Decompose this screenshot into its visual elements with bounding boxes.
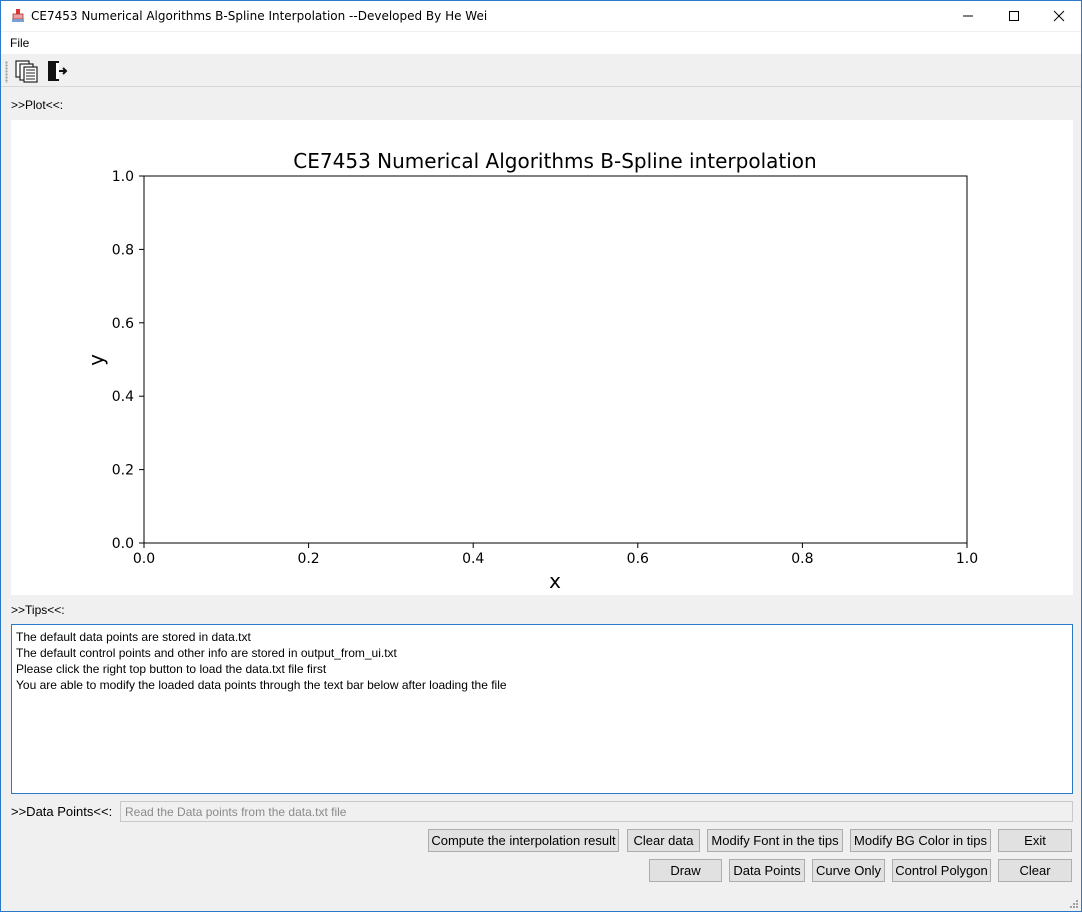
y-tick-label: 0.8: [112, 242, 134, 258]
menu-file[interactable]: File: [10, 36, 29, 50]
modify-font-button[interactable]: Modify Font in the tips: [707, 829, 843, 852]
tips-line: The default control points and other inf…: [16, 646, 397, 660]
y-tick-label: 0.6: [112, 316, 134, 332]
menu-bar: File: [1, 32, 1081, 54]
close-button[interactable]: [1036, 1, 1082, 31]
chart-title: CE7453 Numerical Algorithms B-Spline int…: [293, 149, 816, 173]
maximize-button[interactable]: [991, 1, 1037, 31]
plot-canvas[interactable]: CE7453 Numerical Algorithms B-Spline int…: [11, 120, 1073, 595]
x-tick-label: 0.6: [627, 551, 649, 567]
exit-toolbar-button[interactable]: [44, 58, 70, 84]
y-tick-label: 0.4: [112, 389, 134, 405]
minimize-icon: [963, 15, 973, 17]
modify-bg-color-button[interactable]: Modify BG Color in tips: [850, 829, 991, 852]
x-tick-label: 0.2: [297, 551, 319, 567]
chart: CE7453 Numerical Algorithms B-Spline int…: [84, 149, 978, 593]
toolbar: [1, 55, 1081, 87]
tips-textbox[interactable]: The default data points are stored in da…: [11, 624, 1073, 794]
x-tick-label: 0.4: [462, 551, 484, 567]
curve-only-button[interactable]: Curve Only: [812, 859, 885, 882]
exit-button[interactable]: Exit: [998, 829, 1072, 852]
draw-button[interactable]: Draw: [649, 859, 722, 882]
copy-files-icon: [15, 60, 38, 83]
tips-line: You are able to modify the loaded data p…: [16, 678, 507, 692]
y-tick-label: 0.0: [112, 536, 134, 552]
app-icon: [12, 9, 24, 23]
exit-door-icon: [48, 61, 68, 81]
close-icon: [1053, 10, 1065, 22]
tips-line: Please click the right top button to loa…: [16, 662, 327, 676]
y-tick-label: 1.0: [112, 169, 134, 185]
plot-label: >>Plot<<:: [11, 98, 64, 112]
menu-file-label: File: [10, 36, 30, 50]
y-tick-label: 0.2: [112, 463, 134, 479]
clear-button[interactable]: Clear: [998, 859, 1072, 882]
window-title: CE7453 Numerical Algorithms B-Spline Int…: [31, 9, 488, 23]
clear-data-button[interactable]: Clear data: [627, 829, 700, 852]
compute-button[interactable]: Compute the interpolation result: [428, 829, 619, 852]
y-axis-label: y: [84, 354, 108, 366]
x-tick-label: 1.0: [956, 551, 978, 567]
minimize-button[interactable]: [945, 1, 991, 31]
tips-line: The default data points are stored in da…: [16, 630, 251, 644]
x-axis-label: x: [549, 569, 561, 593]
data-points-button[interactable]: Data Points: [729, 859, 805, 882]
axes-frame: [143, 175, 968, 544]
resize-grip-icon[interactable]: [1069, 899, 1079, 909]
x-tick-label: 0.8: [791, 551, 813, 567]
tips-label: >>Tips<<:: [11, 603, 65, 617]
data-points-label: >>Data Points<<:: [11, 804, 113, 819]
load-file-button[interactable]: [14, 58, 40, 84]
x-tick-label: 0.0: [133, 551, 155, 567]
control-polygon-button[interactable]: Control Polygon: [892, 859, 991, 882]
maximize-icon: [1009, 11, 1019, 21]
title-bar: CE7453 Numerical Algorithms B-Spline Int…: [1, 1, 1081, 31]
toolbar-grip[interactable]: [5, 61, 8, 83]
data-points-input[interactable]: [120, 801, 1073, 822]
